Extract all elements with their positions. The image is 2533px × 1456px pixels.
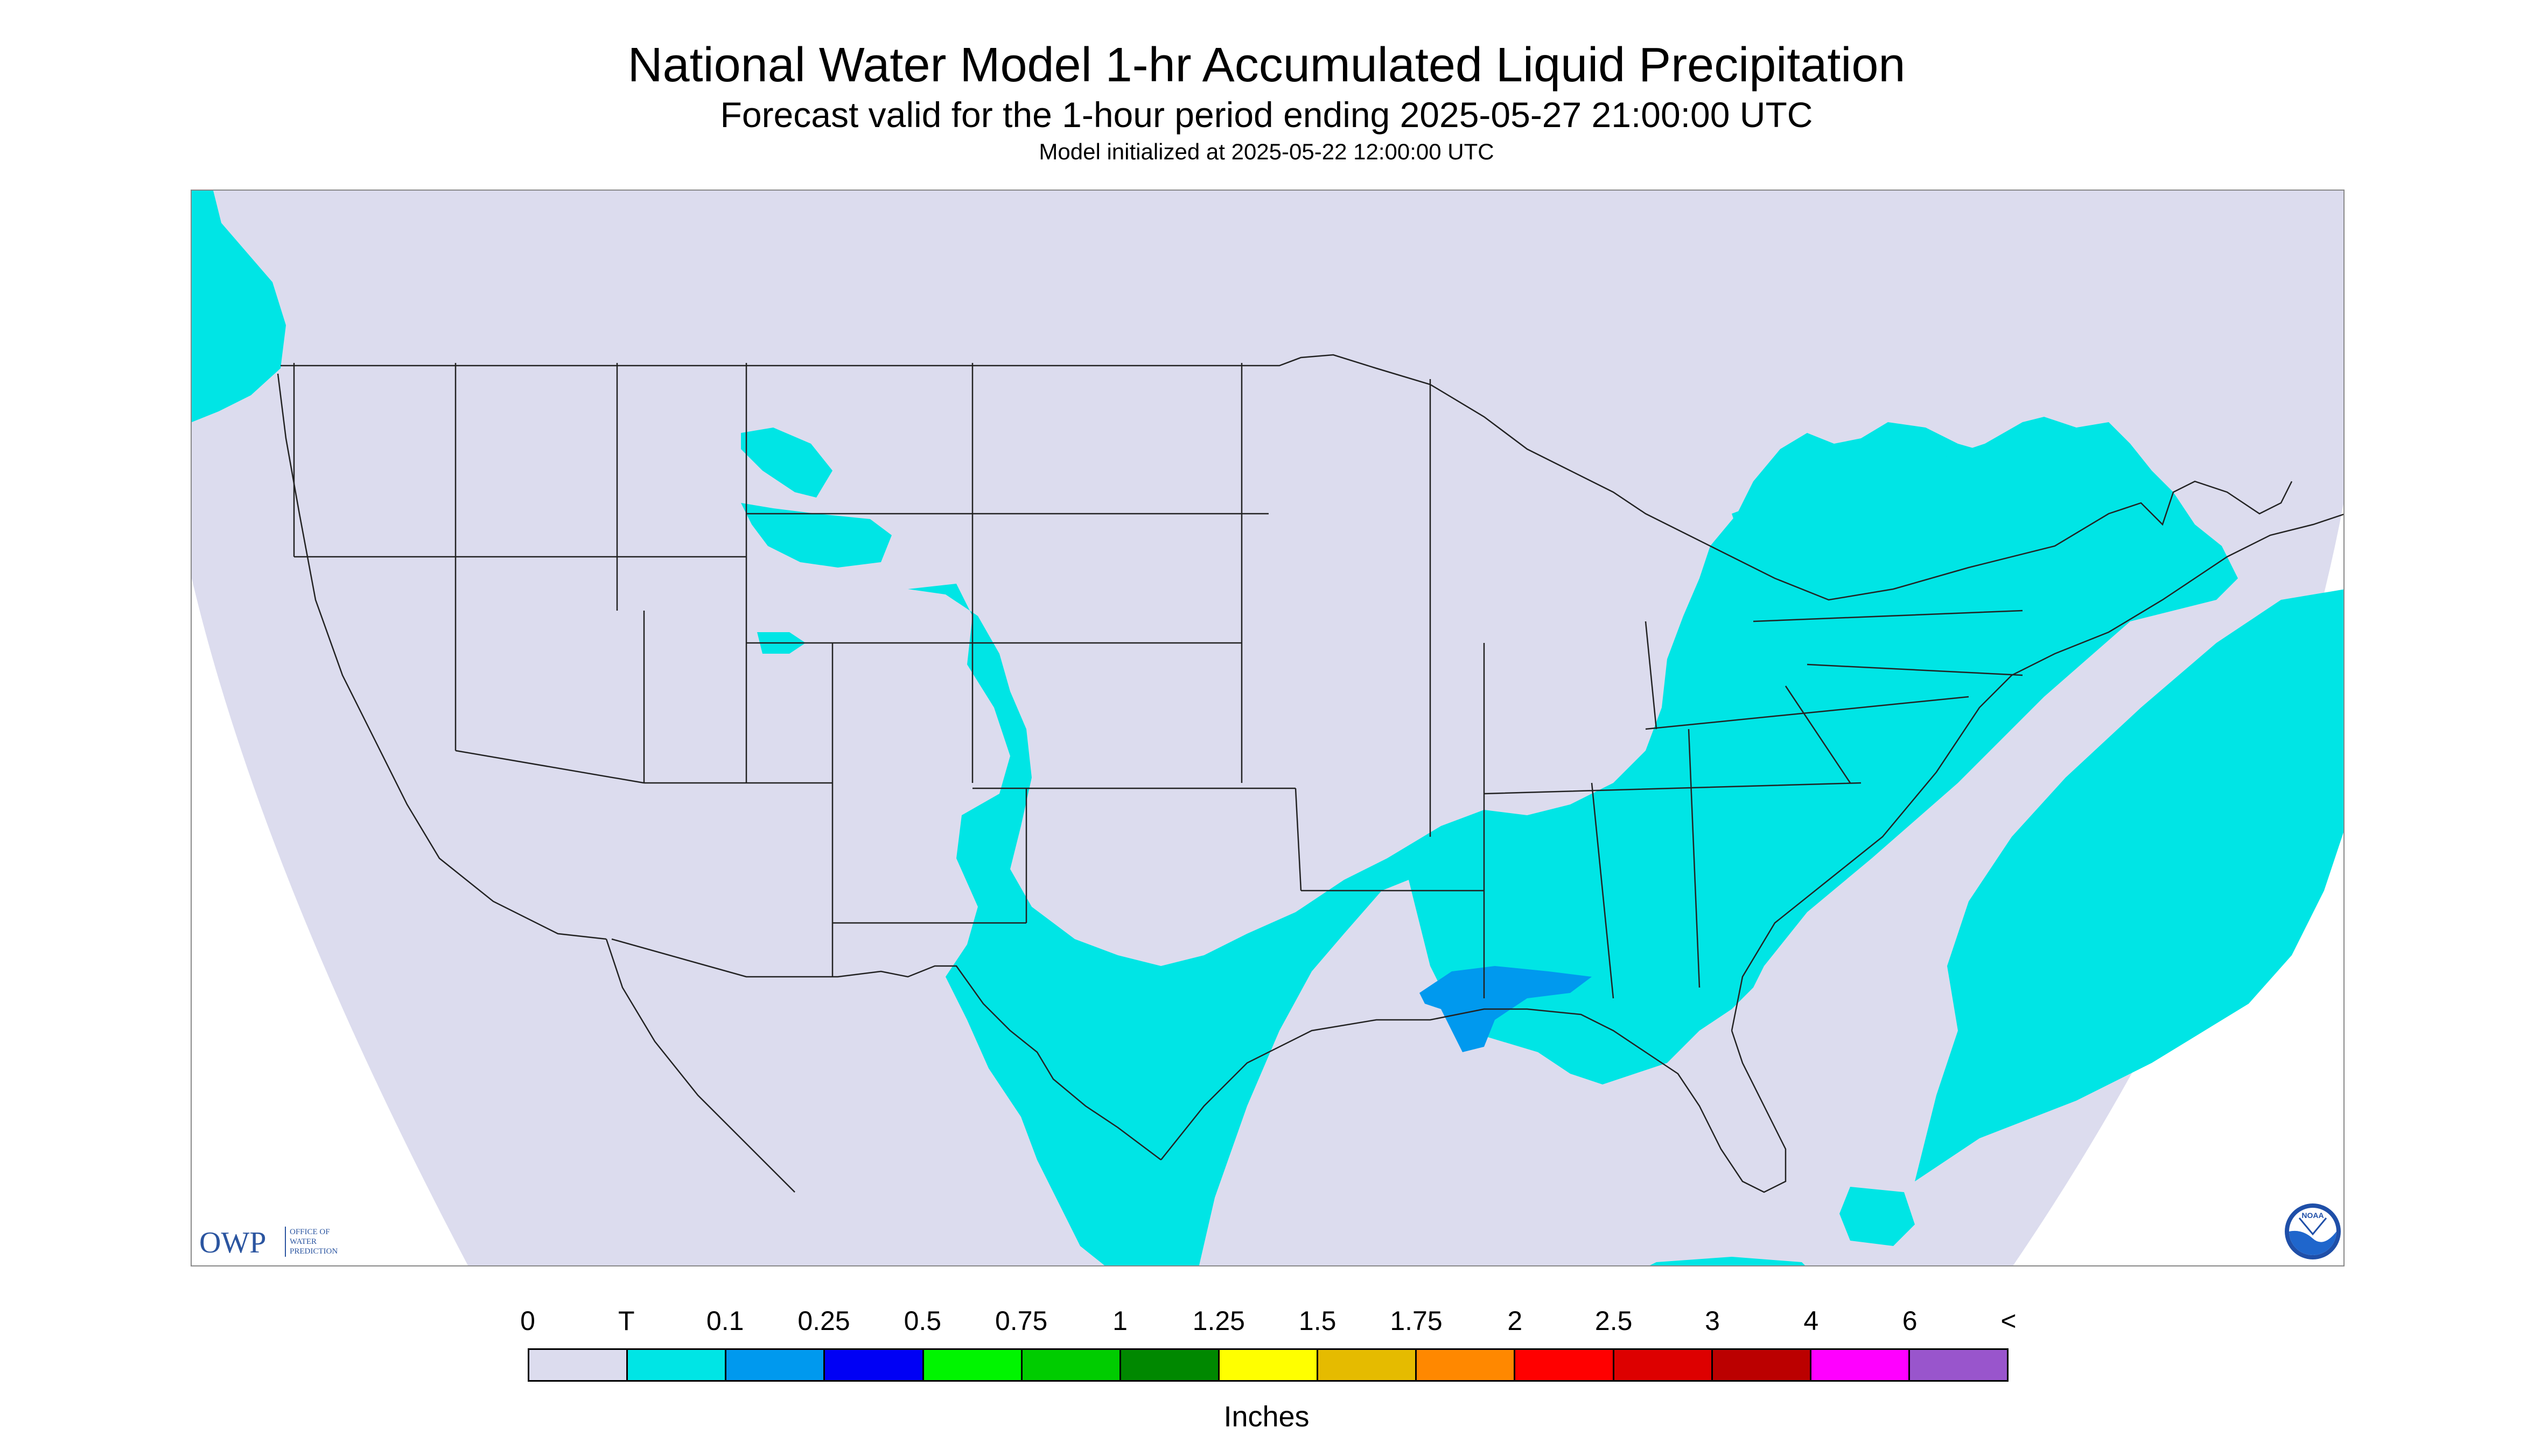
legend-label-10: 2: [1507, 1306, 1523, 1336]
state-lines: [293, 363, 2023, 999]
legend-label-7: 1.25: [1192, 1306, 1245, 1336]
noaa-logo-wave: [2289, 1230, 2336, 1255]
owp-subtext-3: PREDICTION: [290, 1247, 338, 1256]
map-title: National Water Model 1-hr Accumulated Li…: [627, 38, 1906, 92]
legend-swatch-5: [1022, 1350, 1121, 1380]
legend-swatch-6: [1121, 1350, 1220, 1380]
legend-swatch-8: [1318, 1350, 1417, 1380]
legend-label-9: 1.75: [1390, 1306, 1443, 1336]
noaa-logo-gull: [2298, 1217, 2327, 1236]
legend-swatch-13: [1811, 1350, 1910, 1380]
legend-swatch-12: [1712, 1350, 1811, 1380]
owp-logo-text: OWP: [199, 1226, 266, 1259]
precip-region-rockies-southwest: [908, 422, 2238, 1265]
map-canvas: [192, 191, 2343, 1265]
legend-label-3: 0.25: [797, 1306, 850, 1336]
boundary-lines: [277, 354, 2343, 1193]
legend-label-2: 0.1: [706, 1306, 744, 1336]
legend-swatch-10: [1515, 1350, 1614, 1380]
baja-coast: [605, 939, 795, 1193]
precip-region-gulf-offshore: [1839, 1187, 1915, 1246]
noaa-logo: NOAA: [2285, 1203, 2341, 1259]
map-subtitle: Forecast valid for the 1-hour period end…: [720, 95, 1813, 135]
owp-logo: OWP OFFICE OF WATER PREDICTION: [199, 1226, 338, 1259]
legend-label-13: 4: [1803, 1306, 1819, 1336]
precip-trace-areas: [192, 191, 2343, 1265]
pacific-coast: [277, 373, 607, 940]
gulf-coast: [1160, 1008, 1787, 1193]
model-init-line: Model initialized at 2025-05-22 12:00:00…: [1039, 139, 1494, 164]
legend-label-5: 0.75: [995, 1306, 1048, 1336]
precipitation-map: [191, 190, 2345, 1266]
us-canada-border: [281, 354, 2293, 601]
precip-region-atlantic-offshore: [1915, 589, 2343, 1181]
legend-swatch-11: [1614, 1350, 1713, 1380]
legend-color-bar: [528, 1348, 2009, 1382]
legend-label-6: 1: [1112, 1306, 1128, 1336]
legend-swatch-9: [1417, 1350, 1516, 1380]
precip-region-montana: [741, 428, 832, 498]
legend-swatch-14: [1909, 1350, 2007, 1380]
legend-units: Inches: [1223, 1401, 1310, 1433]
precip-region-great-lakes: [1732, 417, 2130, 621]
legend-label-11: 2.5: [1594, 1306, 1633, 1336]
noaa-logo-text: NOAA: [2301, 1211, 2324, 1220]
legend-label-4: 0.5: [904, 1306, 942, 1336]
legend-label-12: 3: [1705, 1306, 1720, 1336]
precip-region-pnw: [192, 191, 286, 422]
us-mexico-border: [611, 938, 1161, 1160]
legend-swatch-4: [923, 1350, 1023, 1380]
legend-label-0: 0: [520, 1306, 535, 1336]
legend-swatch-1: [628, 1350, 727, 1380]
legend-label-14: 6: [1902, 1306, 1918, 1336]
legend-label-8: 1.5: [1298, 1306, 1337, 1336]
owp-subtext-1: OFFICE OF: [290, 1228, 330, 1236]
precip-region-florida-keys-offshore: [1650, 1257, 1805, 1265]
legend-swatch-7: [1219, 1350, 1319, 1380]
owp-subtext-2: WATER: [290, 1237, 317, 1246]
atlantic-coast: [1731, 514, 2343, 1031]
color-legend: 0 T 0.1 0.25 0.5 0.75 1 1.25 1.5 1.75 2 2.5 3 4 6 < Inc…: [0, 1292, 2533, 1454]
legend-label-1: T: [618, 1306, 635, 1336]
precip-region-wyoming: [741, 503, 892, 568]
legend-label-15: <: [2000, 1306, 2017, 1336]
legend-swatch-2: [726, 1350, 825, 1380]
legend-swatch-3: [825, 1350, 924, 1380]
legend-swatch-0: [529, 1350, 628, 1380]
